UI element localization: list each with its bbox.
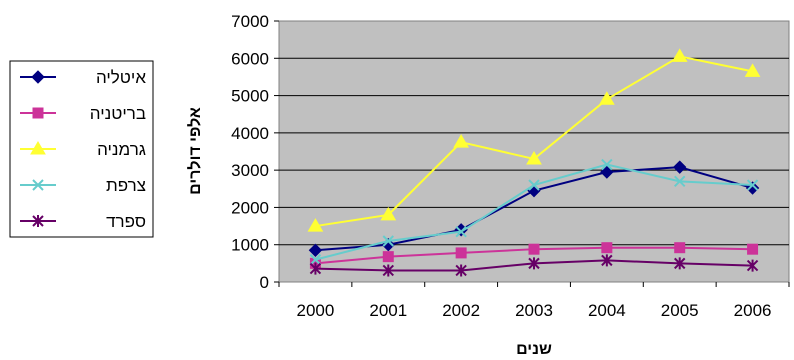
y-tick-label: 1000	[231, 236, 269, 255]
x-tick-label: 2000	[297, 301, 335, 320]
data-point	[455, 247, 467, 259]
y-tick-label: 4000	[231, 124, 269, 143]
data-point	[382, 235, 394, 247]
y-tick-label: 5000	[231, 87, 269, 106]
data-point	[526, 150, 542, 165]
data-point	[307, 218, 324, 232]
data-point	[746, 179, 759, 191]
data-point	[747, 243, 759, 255]
data-point	[528, 243, 540, 255]
y-tick-label: 6000	[231, 49, 269, 68]
y-axis-ticks: 0 1000 2000 3000 4000 5000 6000 7000	[231, 12, 279, 292]
gridlines	[279, 57, 789, 246]
data-point	[453, 134, 470, 148]
data-point	[455, 264, 467, 277]
data-point	[380, 206, 397, 221]
data-point	[309, 253, 322, 266]
legend-item: גרמניה	[20, 140, 146, 159]
x-tick-label: 2004	[588, 301, 626, 320]
data-point	[674, 257, 686, 270]
data-point	[671, 48, 688, 62]
data-point	[746, 259, 759, 272]
legend-item: צרפת	[20, 176, 146, 195]
legend-marker	[32, 179, 44, 191]
data-point	[382, 264, 394, 277]
legend-label: בריטניה	[90, 104, 146, 123]
y-tick-label: 0	[260, 273, 269, 292]
data-point	[674, 242, 686, 254]
data-point	[674, 175, 686, 188]
legend-items: איטליה בריטניה גרמניה צרפת ספרד	[20, 68, 146, 231]
data-point	[455, 225, 467, 238]
data-point	[673, 160, 687, 174]
series-4	[309, 158, 759, 266]
series-layer	[307, 48, 761, 277]
x-tick-label: 2003	[515, 301, 553, 320]
data-point	[744, 63, 761, 77]
data-point	[601, 254, 613, 267]
data-point	[309, 262, 322, 275]
y-axis-title: אלפי דולרים	[186, 107, 204, 195]
legend-marker	[31, 70, 45, 84]
legend-label: גרמניה	[97, 140, 146, 159]
y-tick-label: 3000	[231, 161, 269, 180]
legend-label: צרפת	[106, 176, 146, 195]
x-axis-title: שנים	[516, 341, 552, 358]
x-tick-label: 2002	[442, 301, 480, 320]
data-point	[382, 251, 394, 263]
legend-item: איטליה	[20, 68, 146, 87]
series-3	[307, 48, 761, 232]
data-point	[598, 91, 615, 105]
data-point	[601, 158, 613, 171]
x-tick-label: 2005	[661, 301, 699, 320]
legend: איטליה בריטניה גרמניה צרפת ספרד	[9, 60, 154, 238]
legend-marker	[30, 141, 46, 155]
y-tick-label: 7000	[231, 12, 269, 31]
legend-marker	[32, 215, 44, 227]
data-point	[528, 179, 540, 191]
x-axis-ticks: 2000 2001 2002 2003 2004 2005 2006	[278, 282, 790, 320]
legend-item: ספרד	[20, 212, 146, 231]
data-point	[601, 242, 613, 254]
legend-label: איטליה	[96, 68, 146, 87]
data-point	[600, 165, 614, 179]
x-tick-label: 2006	[734, 301, 772, 320]
x-tick-label: 2001	[369, 301, 407, 320]
legend-item: בריטניה	[20, 104, 146, 123]
legend-marker	[32, 107, 44, 119]
data-point	[528, 257, 540, 270]
legend-label: ספרד	[106, 212, 146, 231]
y-tick-label: 2000	[231, 198, 269, 217]
data-point	[308, 243, 323, 258]
series-5	[309, 254, 759, 277]
